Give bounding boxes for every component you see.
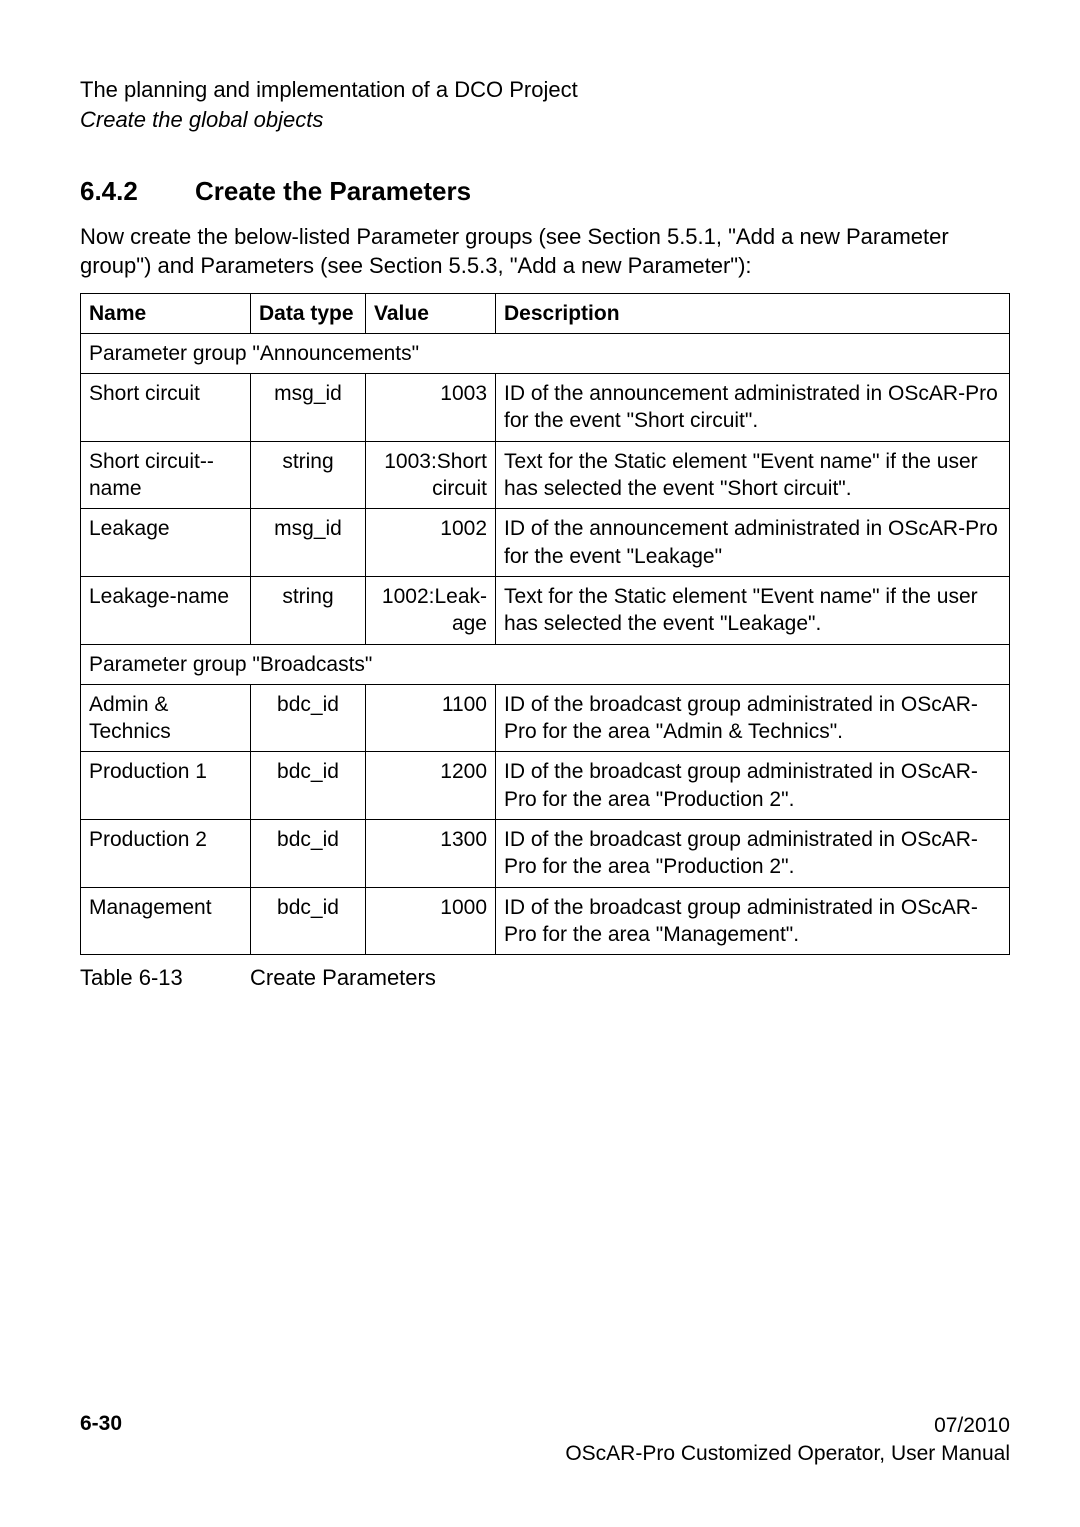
- cell-value: 1300: [366, 820, 496, 888]
- cell-name: Management: [81, 887, 251, 955]
- doc-title: The planning and implementation of a DCO…: [80, 75, 1010, 105]
- cell-value: 1002: [366, 509, 496, 577]
- cell-desc: ID of the broadcast group administrated …: [496, 752, 1010, 820]
- parameters-table: Name Data type Value Description Paramet…: [80, 293, 1010, 956]
- cell-type: msg_id: [251, 374, 366, 442]
- group-label: Parameter group "Broadcasts": [81, 644, 1010, 684]
- doc-subtitle: Create the global objects: [80, 105, 1010, 135]
- table-row: Admin & Technics bdc_id 1100 ID of the b…: [81, 684, 1010, 752]
- section-title-text: Create the Parameters: [195, 176, 471, 206]
- cell-value: 1000: [366, 887, 496, 955]
- cell-desc: ID of the broadcast group administrated …: [496, 820, 1010, 888]
- cell-type: msg_id: [251, 509, 366, 577]
- cell-desc: ID of the announcement administrated in …: [496, 509, 1010, 577]
- intro-paragraph: Now create the below-listed Parameter gr…: [80, 223, 1010, 280]
- cell-name: Admin & Technics: [81, 684, 251, 752]
- table-row: Management bdc_id 1000 ID of the broadca…: [81, 887, 1010, 955]
- cell-name: Leakage: [81, 509, 251, 577]
- cell-value: 1100: [366, 684, 496, 752]
- col-header-desc: Description: [496, 293, 1010, 333]
- cell-type: string: [251, 441, 366, 509]
- table-header-row: Name Data type Value Description: [81, 293, 1010, 333]
- group-row-broadcasts: Parameter group "Broadcasts": [81, 644, 1010, 684]
- col-header-type: Data type: [251, 293, 366, 333]
- table-row: Production 1 bdc_id 1200 ID of the broad…: [81, 752, 1010, 820]
- section-number: 6.4.2: [80, 176, 195, 207]
- cell-name: Short circuit--name: [81, 441, 251, 509]
- footer-date: 07/2010: [934, 1414, 1010, 1437]
- caption-text: Create Parameters: [250, 965, 436, 990]
- cell-type: bdc_id: [251, 684, 366, 752]
- table-row: Production 2 bdc_id 1300 ID of the broad…: [81, 820, 1010, 888]
- table-row: Short circuit--name string 1003:Short ci…: [81, 441, 1010, 509]
- cell-name: Production 1: [81, 752, 251, 820]
- caption-label: Table 6-13: [80, 965, 250, 991]
- footer-doc: OScAR-Pro Customized Operator, User Manu…: [565, 1442, 1010, 1465]
- cell-type: bdc_id: [251, 752, 366, 820]
- cell-name: Short circuit: [81, 374, 251, 442]
- cell-desc: Text for the Static element "Event name"…: [496, 576, 1010, 644]
- table-row: Short circuit msg_id 1003 ID of the anno…: [81, 374, 1010, 442]
- page-number: 6-30: [80, 1412, 122, 1435]
- group-row-announcements: Parameter group "Announcements": [81, 333, 1010, 373]
- cell-desc: ID of the announcement administrated in …: [496, 374, 1010, 442]
- col-header-name: Name: [81, 293, 251, 333]
- section-heading: 6.4.2Create the Parameters: [80, 176, 1010, 207]
- cell-type: string: [251, 576, 366, 644]
- group-label: Parameter group "Announcements": [81, 333, 1010, 373]
- cell-name: Production 2: [81, 820, 251, 888]
- cell-type: bdc_id: [251, 820, 366, 888]
- table-row: Leakage msg_id 1002 ID of the announceme…: [81, 509, 1010, 577]
- col-header-value: Value: [366, 293, 496, 333]
- cell-desc: Text for the Static element "Event name"…: [496, 441, 1010, 509]
- cell-type: bdc_id: [251, 887, 366, 955]
- cell-value: 1200: [366, 752, 496, 820]
- cell-value: 1002:Leak-age: [366, 576, 496, 644]
- cell-value: 1003:Short circuit: [366, 441, 496, 509]
- cell-name: Leakage-name: [81, 576, 251, 644]
- cell-value: 1003: [366, 374, 496, 442]
- page-footer: 6-30 07/2010 OScAR-Pro Customized Operat…: [80, 1412, 1010, 1467]
- cell-desc: ID of the broadcast group administrated …: [496, 887, 1010, 955]
- table-row: Leakage-name string 1002:Leak-age Text f…: [81, 576, 1010, 644]
- table-caption: Table 6-13Create Parameters: [80, 965, 1010, 991]
- cell-desc: ID of the broadcast group administrated …: [496, 684, 1010, 752]
